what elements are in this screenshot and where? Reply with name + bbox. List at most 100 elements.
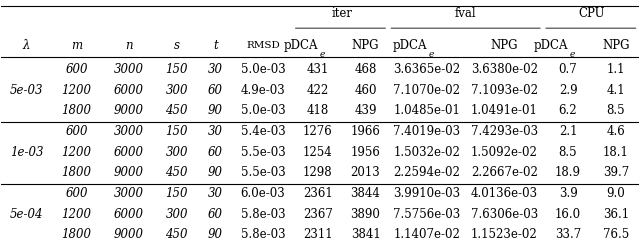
Text: 5.5e-03: 5.5e-03 <box>241 166 285 179</box>
Text: 60: 60 <box>208 146 223 159</box>
Text: 3844: 3844 <box>351 187 380 200</box>
Text: 30: 30 <box>208 125 223 138</box>
Text: 1200: 1200 <box>61 208 92 221</box>
Text: 5.8e-03: 5.8e-03 <box>241 208 285 221</box>
Text: 18.1: 18.1 <box>603 146 628 159</box>
Text: t: t <box>213 39 218 52</box>
Text: 4.0136e-03: 4.0136e-03 <box>471 187 538 200</box>
Text: fval: fval <box>455 7 476 20</box>
Text: 1.1523e-02: 1.1523e-02 <box>471 228 538 241</box>
Text: RMSD: RMSD <box>246 41 280 50</box>
Text: 300: 300 <box>165 84 188 97</box>
Text: e: e <box>319 50 325 59</box>
Text: 3000: 3000 <box>114 187 144 200</box>
Text: 468: 468 <box>355 63 377 76</box>
Text: 150: 150 <box>165 125 188 138</box>
Text: 0.7: 0.7 <box>559 63 577 76</box>
Text: 2.9: 2.9 <box>559 84 577 97</box>
Text: 300: 300 <box>165 208 188 221</box>
Text: NPG: NPG <box>352 39 380 52</box>
Text: e: e <box>429 50 435 59</box>
Text: 422: 422 <box>307 84 329 97</box>
Text: 4.6: 4.6 <box>607 125 625 138</box>
Text: 7.4019e-03: 7.4019e-03 <box>394 125 461 138</box>
Text: 33.7: 33.7 <box>555 228 581 241</box>
Text: 5.0e-03: 5.0e-03 <box>241 63 285 76</box>
Text: 5.4e-03: 5.4e-03 <box>241 125 285 138</box>
Text: 7.5756e-03: 7.5756e-03 <box>394 208 461 221</box>
Text: 2013: 2013 <box>351 166 380 179</box>
Text: 1800: 1800 <box>61 228 92 241</box>
Text: 6000: 6000 <box>114 146 144 159</box>
Text: 9000: 9000 <box>114 228 144 241</box>
Text: NPG: NPG <box>602 39 630 52</box>
Text: NPG: NPG <box>491 39 518 52</box>
Text: 9000: 9000 <box>114 166 144 179</box>
Text: 3.6380e-02: 3.6380e-02 <box>471 63 538 76</box>
Text: 150: 150 <box>165 187 188 200</box>
Text: 150: 150 <box>165 63 188 76</box>
Text: s: s <box>173 39 180 52</box>
Text: 3.9910e-03: 3.9910e-03 <box>394 187 461 200</box>
Text: 90: 90 <box>208 228 223 241</box>
Text: e: e <box>570 50 575 59</box>
Text: 439: 439 <box>355 104 377 117</box>
Text: 39.7: 39.7 <box>603 166 629 179</box>
Text: 3.9: 3.9 <box>559 187 577 200</box>
Text: 2.2594e-02: 2.2594e-02 <box>394 166 460 179</box>
Text: λ: λ <box>22 39 30 52</box>
Text: 600: 600 <box>65 63 88 76</box>
Text: 36.1: 36.1 <box>603 208 629 221</box>
Text: 2361: 2361 <box>303 187 333 200</box>
Text: 8.5: 8.5 <box>559 146 577 159</box>
Text: 1.0491e-01: 1.0491e-01 <box>471 104 538 117</box>
Text: 60: 60 <box>208 84 223 97</box>
Text: 7.1070e-02: 7.1070e-02 <box>394 84 460 97</box>
Text: 5.0e-03: 5.0e-03 <box>241 104 285 117</box>
Text: pDCA: pDCA <box>284 39 317 52</box>
Text: 2311: 2311 <box>303 228 333 241</box>
Text: 1956: 1956 <box>351 146 380 159</box>
Text: 9.0: 9.0 <box>607 187 625 200</box>
Text: 450: 450 <box>165 104 188 117</box>
Text: 1298: 1298 <box>303 166 333 179</box>
Text: 4.1: 4.1 <box>607 84 625 97</box>
Text: 5.5e-03: 5.5e-03 <box>241 146 285 159</box>
Text: 5e-04: 5e-04 <box>10 208 43 221</box>
Text: 7.4293e-03: 7.4293e-03 <box>471 125 538 138</box>
Text: 90: 90 <box>208 166 223 179</box>
Text: 1.5032e-02: 1.5032e-02 <box>394 146 460 159</box>
Text: 30: 30 <box>208 187 223 200</box>
Text: 6.2: 6.2 <box>559 104 577 117</box>
Text: 9000: 9000 <box>114 104 144 117</box>
Text: 1.5092e-02: 1.5092e-02 <box>471 146 538 159</box>
Text: 3890: 3890 <box>351 208 380 221</box>
Text: CPU: CPU <box>579 7 605 20</box>
Text: pDCA: pDCA <box>392 39 427 52</box>
Text: 1e-03: 1e-03 <box>10 146 43 159</box>
Text: 5e-03: 5e-03 <box>10 84 43 97</box>
Text: 3841: 3841 <box>351 228 380 241</box>
Text: n: n <box>125 39 132 52</box>
Text: 1.1407e-02: 1.1407e-02 <box>394 228 460 241</box>
Text: 3000: 3000 <box>114 63 144 76</box>
Text: 7.6306e-03: 7.6306e-03 <box>470 208 538 221</box>
Text: 2.1: 2.1 <box>559 125 577 138</box>
Text: 60: 60 <box>208 208 223 221</box>
Text: 460: 460 <box>355 84 377 97</box>
Text: pDCA: pDCA <box>534 39 568 52</box>
Text: 1800: 1800 <box>61 166 92 179</box>
Text: 1800: 1800 <box>61 104 92 117</box>
Text: 18.9: 18.9 <box>555 166 581 179</box>
Text: 450: 450 <box>165 166 188 179</box>
Text: 2.2667e-02: 2.2667e-02 <box>471 166 538 179</box>
Text: 1254: 1254 <box>303 146 333 159</box>
Text: 1966: 1966 <box>351 125 380 138</box>
Text: 16.0: 16.0 <box>555 208 581 221</box>
Text: 90: 90 <box>208 104 223 117</box>
Text: 450: 450 <box>165 228 188 241</box>
Text: m: m <box>71 39 82 52</box>
Text: 1200: 1200 <box>61 84 92 97</box>
Text: 300: 300 <box>165 146 188 159</box>
Text: 1200: 1200 <box>61 146 92 159</box>
